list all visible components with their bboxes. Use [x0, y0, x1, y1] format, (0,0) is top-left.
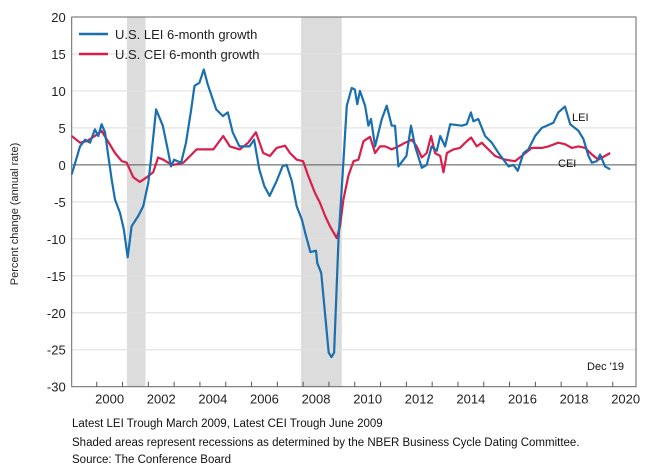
y-tick-label: -20 — [47, 306, 66, 321]
y-tick-label: 20 — [51, 10, 65, 25]
y-tick-label: 0 — [58, 158, 65, 173]
y-tick-label: -15 — [47, 269, 66, 284]
x-tick-label: 2016 — [508, 392, 537, 407]
x-tick-label: 2014 — [456, 392, 485, 407]
y-tick-label: 15 — [51, 47, 65, 62]
footnote-troughs: Latest LEI Trough March 2009, Latest CEI… — [72, 418, 383, 430]
x-tick-label: 2008 — [302, 392, 331, 407]
footnote-source: Source: The Conference Board — [72, 454, 231, 466]
footnote-recessions: Shaded areas represent recessions as det… — [72, 437, 580, 449]
x-tick-label: 2006 — [250, 392, 279, 407]
x-tick-label: 2020 — [611, 392, 640, 407]
y-tick-label: -25 — [47, 343, 66, 358]
date-annotation: Dec '19 — [587, 361, 624, 373]
y-tick-label: -30 — [47, 380, 66, 395]
x-tick-label: 2004 — [198, 392, 227, 407]
cei-series-line — [71, 129, 611, 240]
y-tick-label: 5 — [58, 121, 65, 136]
lei-annotation: LEI — [572, 112, 589, 124]
plot-frame — [71, 16, 637, 388]
x-tick-label: 2018 — [560, 392, 589, 407]
y-tick-label: 10 — [51, 84, 65, 99]
x-tick-label: 2012 — [405, 392, 434, 407]
y-tick-label: -10 — [47, 232, 66, 247]
y-axis-label: Percent change (annual rate) — [9, 143, 21, 285]
cei-annotation: CEI — [558, 158, 576, 170]
x-tick-label: 2002 — [147, 392, 176, 407]
x-tick-label: 2000 — [95, 392, 124, 407]
lei-series-line — [70, 68, 611, 359]
legend-label-cei: U.S. CEI 6-month growth — [115, 47, 260, 62]
legend: U.S. LEI 6-month growth U.S. CEI 6-month… — [79, 27, 260, 62]
x-tick-label: 2010 — [353, 392, 382, 407]
y-tick-label: -5 — [54, 195, 66, 210]
legend-label-lei: U.S. LEI 6-month growth — [115, 27, 257, 42]
